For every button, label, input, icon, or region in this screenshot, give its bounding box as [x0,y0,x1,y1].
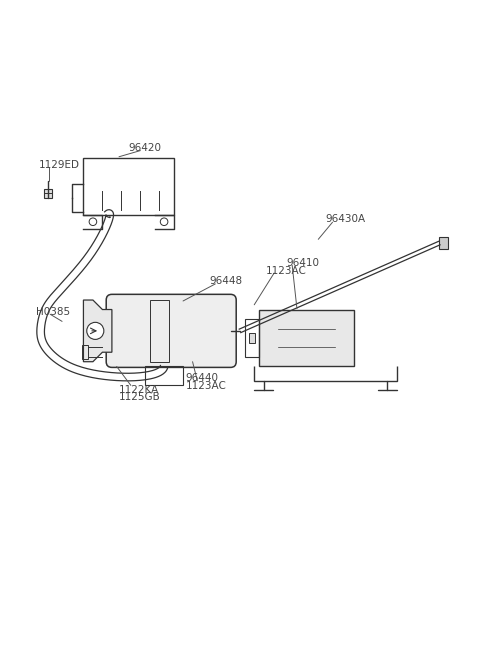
Bar [259,309,354,367]
Bar [439,237,448,249]
Text: 1122KA: 1122KA [119,385,159,395]
Text: 96440: 96440 [185,373,218,383]
Text: 96420: 96420 [129,143,161,153]
Text: 96430A: 96430A [325,214,366,225]
Text: 1123AC: 1123AC [266,265,307,276]
Bar [44,189,52,198]
Bar [249,333,255,343]
Circle shape [87,323,104,340]
Text: 1123AC: 1123AC [185,381,226,392]
Bar [83,345,88,359]
Bar [150,300,169,362]
Text: 1129ED: 1129ED [38,160,79,170]
Polygon shape [84,300,112,362]
FancyBboxPatch shape [106,294,236,367]
Text: 96448: 96448 [209,276,242,286]
Text: H0385: H0385 [36,307,70,317]
Text: 1125GB: 1125GB [119,392,161,402]
Text: 96410: 96410 [287,258,320,268]
